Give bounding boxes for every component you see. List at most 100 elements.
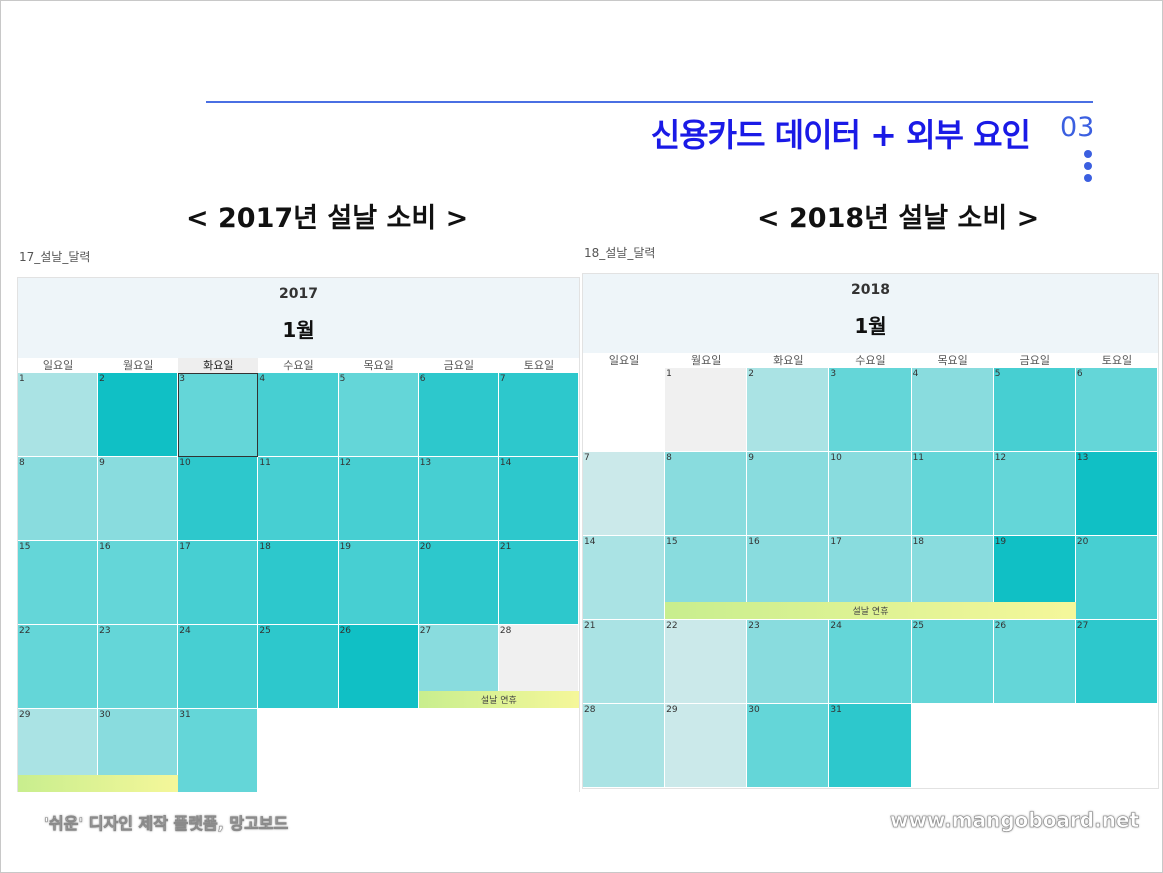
- day-cell[interactable]: 5: [338, 373, 419, 457]
- day-cell[interactable]: 24: [178, 625, 259, 709]
- day-number: 28: [499, 626, 512, 636]
- day-cell[interactable]: 11: [258, 457, 339, 541]
- day-number: 25: [259, 626, 271, 636]
- empty-day-cell: [258, 709, 339, 793]
- day-cell[interactable]: 24: [829, 620, 912, 704]
- day-cell[interactable]: 31: [829, 704, 912, 788]
- day-cell[interactable]: 8: [18, 457, 99, 541]
- day-cell[interactable]: 4: [258, 373, 339, 457]
- calendar-caption-2018: 18_설날_달력: [584, 246, 656, 260]
- calendar-month: 1월: [854, 314, 887, 338]
- day-cell[interactable]: 31: [178, 709, 259, 793]
- day-number: 13: [1076, 453, 1089, 463]
- footer-brand-text: '쉬운' 디자인 제작 플랫폼, 망고보드: [44, 814, 289, 834]
- day-cell[interactable]: 21: [583, 620, 666, 704]
- day-cell[interactable]: 23: [747, 620, 830, 704]
- day-number: 26: [994, 621, 1007, 631]
- calendar-heading-2018: < 2018년 설날 소비 >: [757, 203, 1040, 234]
- empty-day-cell: [583, 368, 666, 452]
- day-number: 18: [259, 542, 271, 552]
- day-cell[interactable]: 8: [665, 452, 748, 536]
- weekday-label: 금요일: [418, 358, 499, 373]
- day-cell[interactable]: 22: [665, 620, 748, 704]
- day-number: 7: [584, 453, 590, 463]
- day-cell[interactable]: 12: [993, 452, 1076, 536]
- footer-url[interactable]: www.mangoboard.net: [890, 808, 1140, 833]
- day-cell[interactable]: 1: [665, 368, 748, 452]
- day-cell[interactable]: 26: [338, 625, 419, 709]
- day-cell[interactable]: 25: [911, 620, 994, 704]
- day-cell[interactable]: 11: [911, 452, 994, 536]
- day-cell[interactable]: 15: [18, 541, 99, 625]
- day-cell[interactable]: 16: [98, 541, 179, 625]
- day-number: 11: [912, 453, 925, 463]
- day-cell[interactable]: 10: [829, 452, 912, 536]
- day-cell[interactable]: 7: [498, 373, 579, 457]
- day-cell[interactable]: 18: [258, 541, 339, 625]
- empty-day-cell: [1075, 704, 1158, 788]
- day-cell[interactable]: 3: [829, 368, 912, 452]
- page-title: 신용카드 데이터 + 외부 요인: [650, 116, 1031, 154]
- day-cell[interactable]: 6: [1075, 368, 1158, 452]
- day-cell[interactable]: 28: [583, 704, 666, 788]
- day-cell[interactable]: 23: [98, 625, 179, 709]
- day-cell[interactable]: 20: [418, 541, 499, 625]
- day-cell[interactable]: 21: [498, 541, 579, 625]
- day-cell[interactable]: 29: [665, 704, 748, 788]
- day-number: 2: [748, 369, 755, 379]
- day-cell[interactable]: 2: [98, 373, 179, 457]
- day-cell[interactable]: 22: [18, 625, 99, 709]
- day-cell[interactable]: 2: [747, 368, 830, 452]
- day-number: 29: [19, 710, 31, 720]
- day-number: 22: [666, 621, 678, 631]
- day-number: 24: [179, 626, 191, 636]
- day-number: 19: [339, 542, 352, 552]
- day-cell[interactable]: 5: [993, 368, 1076, 452]
- day-number: 18: [912, 537, 925, 547]
- day-cell[interactable]: 26: [993, 620, 1076, 704]
- day-cell[interactable]: 19: [338, 541, 419, 625]
- day-cell[interactable]: 12: [338, 457, 419, 541]
- day-number: 12: [339, 458, 352, 468]
- weekday-label: 목요일: [911, 353, 994, 368]
- day-number: 3: [179, 374, 186, 384]
- day-number: 28: [584, 705, 596, 715]
- weekday-label: 일요일: [18, 358, 99, 373]
- calendar-caption-2017: 17_설날_달력: [19, 250, 91, 264]
- day-cell[interactable]: 4: [911, 368, 994, 452]
- day-number: 6: [1076, 369, 1083, 379]
- day-cell[interactable]: 6: [418, 373, 499, 457]
- empty-day-cell: [418, 709, 499, 793]
- day-number: 5: [339, 374, 346, 384]
- day-number: 21: [584, 621, 596, 631]
- day-cell[interactable]: 20: [1075, 536, 1158, 620]
- day-number: 20: [419, 542, 432, 552]
- day-number: 19: [994, 537, 1007, 547]
- day-cell[interactable]: 14: [583, 536, 666, 620]
- day-cell[interactable]: 1: [18, 373, 99, 457]
- calendar-year: 2018: [851, 282, 890, 298]
- day-cell[interactable]: 3: [178, 373, 259, 457]
- day-cell[interactable]: 9: [98, 457, 179, 541]
- day-cell[interactable]: 14: [498, 457, 579, 541]
- day-number: 17: [830, 537, 842, 547]
- day-cell[interactable]: 30: [747, 704, 830, 788]
- day-cell[interactable]: 7: [583, 452, 666, 536]
- weekday-label: 일요일: [583, 353, 666, 368]
- day-cell[interactable]: 25: [258, 625, 339, 709]
- day-number: 16: [99, 542, 111, 552]
- day-number: 4: [912, 369, 919, 379]
- day-cell[interactable]: 10: [178, 457, 259, 541]
- day-cell[interactable]: 9: [747, 452, 830, 536]
- day-number: 1: [19, 374, 25, 384]
- day-cell[interactable]: 27: [1075, 620, 1158, 704]
- day-number: 29: [666, 705, 678, 715]
- calendar-header: 2018 1월: [583, 274, 1158, 353]
- day-number: 31: [830, 705, 842, 715]
- day-cell[interactable]: 13: [418, 457, 499, 541]
- day-number: 21: [499, 542, 512, 552]
- day-number: 30: [748, 705, 760, 715]
- day-cell[interactable]: 17: [178, 541, 259, 625]
- day-cell[interactable]: 13: [1075, 452, 1158, 536]
